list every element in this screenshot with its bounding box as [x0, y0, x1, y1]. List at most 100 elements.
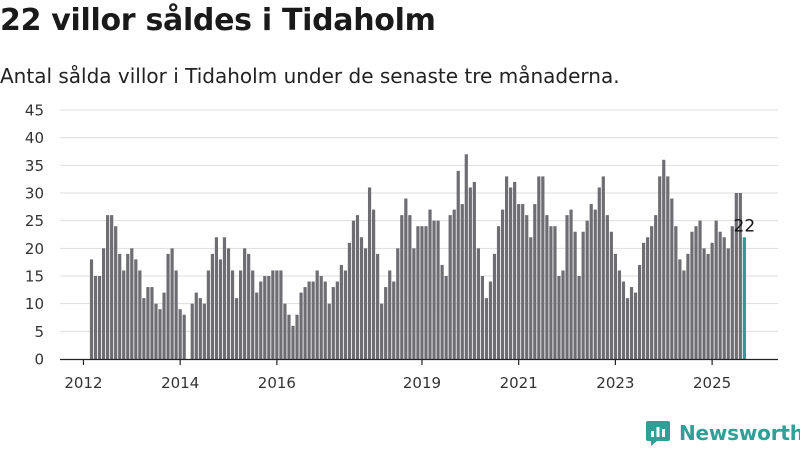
- bar: [106, 215, 110, 359]
- bar: [500, 209, 505, 359]
- bar: [637, 264, 642, 359]
- bar: [521, 204, 525, 359]
- bar: [650, 226, 654, 359]
- bar: [517, 204, 521, 359]
- bar: [162, 292, 166, 359]
- bar: [202, 303, 206, 359]
- bar: [666, 176, 670, 359]
- chart-subtitle: Antal sålda villor i Tidaholm under de s…: [0, 64, 620, 88]
- bar: [363, 248, 368, 359]
- bar: [392, 281, 396, 359]
- bar: [488, 281, 493, 359]
- bar: [492, 253, 497, 359]
- bar: [593, 209, 597, 359]
- bar: [480, 276, 485, 359]
- bar: [130, 248, 134, 359]
- bar: [440, 264, 444, 359]
- brand-name: Newsworthy: [679, 421, 800, 445]
- bar: [166, 253, 170, 359]
- bar: [529, 237, 533, 359]
- bar: [658, 176, 662, 359]
- y-axis-ticks: 0 5 10 15 20 25 30 35 40 45: [25, 102, 44, 369]
- bar: [230, 270, 235, 359]
- x-tick-label: 2021: [500, 374, 538, 392]
- bar: [154, 303, 158, 359]
- bar: [436, 220, 440, 359]
- bar: [609, 231, 613, 359]
- bars: [89, 154, 746, 359]
- bar: [251, 270, 255, 359]
- bar: [222, 237, 227, 359]
- bar: [541, 176, 545, 359]
- bar: [367, 187, 372, 359]
- bar: [545, 215, 549, 359]
- bar: [734, 193, 738, 359]
- y-tick-label: 5: [34, 323, 44, 341]
- bar: [275, 270, 279, 359]
- bar: [239, 270, 243, 359]
- bar: [549, 226, 553, 359]
- bar: [315, 270, 319, 359]
- highlight-value-label: 22: [734, 216, 756, 236]
- bar: [376, 253, 380, 359]
- bar: [170, 248, 174, 359]
- bar: [150, 287, 154, 359]
- bar: [714, 220, 718, 359]
- bar: [722, 237, 726, 359]
- x-tick-label: 2012: [64, 374, 102, 392]
- bar: [388, 270, 392, 359]
- bar: [460, 204, 464, 359]
- bar: [629, 287, 634, 359]
- bar: [698, 220, 702, 359]
- bar: [617, 270, 622, 359]
- bar: [553, 226, 557, 359]
- bar: [589, 204, 593, 359]
- y-tick-label: 30: [25, 185, 44, 203]
- y-tick-label: 15: [25, 268, 44, 286]
- bar-highlight: [742, 237, 746, 359]
- bar: [400, 215, 404, 359]
- bar: [291, 325, 295, 359]
- bar: [190, 303, 194, 359]
- bar: [569, 209, 573, 359]
- bar: [557, 276, 561, 359]
- bar: [303, 287, 307, 359]
- bar: [585, 220, 589, 359]
- bar: [444, 276, 448, 359]
- y-tick-label: 40: [25, 129, 44, 147]
- bar: [384, 287, 388, 359]
- bar: [178, 309, 182, 359]
- bar: [573, 231, 577, 359]
- bar: [101, 248, 106, 359]
- bar: [210, 253, 214, 359]
- bar: [496, 226, 501, 359]
- bar: [702, 248, 706, 359]
- bar: [633, 292, 638, 359]
- bar: [343, 270, 347, 359]
- bar: [690, 231, 694, 359]
- bar: [138, 270, 142, 359]
- bar: [428, 209, 432, 359]
- bar: [537, 176, 541, 359]
- bar: [182, 314, 186, 359]
- bar: [142, 298, 146, 359]
- bar: [565, 215, 569, 359]
- bar: [726, 248, 730, 359]
- bar: [372, 209, 376, 359]
- bar: [331, 287, 335, 359]
- newsworthy-logo: Newsworthy: [645, 419, 800, 447]
- bar: [456, 170, 460, 359]
- bar: [577, 276, 581, 359]
- bar: [706, 253, 710, 359]
- bar: [738, 193, 742, 359]
- bar: [347, 242, 352, 359]
- bar: [476, 248, 480, 359]
- x-tick-label: 2016: [258, 374, 296, 392]
- bar: [448, 215, 452, 359]
- bar: [416, 226, 420, 359]
- bar: [730, 226, 734, 359]
- bar: [218, 259, 223, 359]
- bar: [255, 292, 259, 359]
- bar: [452, 209, 456, 359]
- bar: [642, 242, 646, 359]
